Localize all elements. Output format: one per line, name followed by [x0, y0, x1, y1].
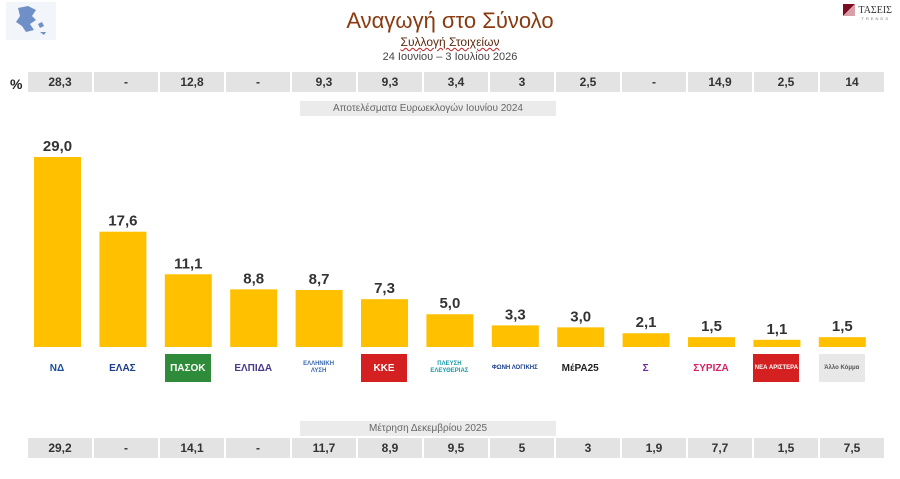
brand-name: ΤΑΣΕΙΣ — [858, 4, 892, 16]
december-2025-label: Μέτρηση Δεκεμβρίου 2025 — [300, 421, 556, 436]
bar-value-label: 1,5 — [832, 318, 853, 335]
euroelection-2024-cell: 9,3 — [358, 72, 422, 92]
bar — [688, 337, 735, 347]
mera25-logo: ΜέΡΑ25 — [557, 354, 604, 382]
elpida-logo: ΕΛΠΙΔΑ — [230, 354, 277, 382]
party-z-logo: Σ — [622, 354, 669, 382]
brand-subtitle: TRENDS — [861, 16, 890, 21]
bar — [164, 274, 212, 347]
euroelection-2024-cell: 14 — [820, 72, 884, 92]
page-subtitle: Συλλογή Στοιχείων — [400, 35, 500, 49]
december-2025-cell: 7,7 — [688, 438, 752, 458]
other-party-logo: Άλλο Κόμμα — [818, 354, 865, 382]
december-2025-cell: 9,5 — [424, 438, 488, 458]
euroelection-2024-label: Αποτελέσματα Ευρωεκλογών Ιουνίου 2024 — [300, 101, 556, 116]
euroelection-2024-cell: - — [226, 72, 290, 92]
date-range: 24 Ιουνίου – 3 Ιουλίου 2026 — [382, 51, 518, 63]
euroelection-2024-cell: 28,3 — [28, 72, 92, 92]
bar — [230, 289, 278, 347]
bar-value-label: 8,8 — [243, 270, 264, 287]
bar — [557, 327, 605, 347]
bar — [295, 290, 343, 347]
bar-value-label: 5,0 — [439, 295, 460, 312]
vote-share-bar-chart: 29,0 17,6 11,1 8,8 8,7 7,3 5,0 3,3 3,0 2,1 1,5 1,1 1… — [34, 138, 866, 347]
december-2025-cell: 3 — [556, 438, 620, 458]
bar-value-label: 1,1 — [766, 321, 787, 338]
december-2025-cell: 8,9 — [358, 438, 422, 458]
december-2025-cell: - — [226, 438, 290, 458]
december-2025-cell: 5 — [490, 438, 554, 458]
bar — [426, 314, 474, 347]
december-2025-row: 29,2-14,1-11,7 8,9 9,5 5 3 1,9 7,7 1,5 7,5 — [28, 438, 886, 458]
euroelection-2024-cell: - — [622, 72, 686, 92]
bar — [622, 333, 670, 347]
bar-value-label: 7,3 — [374, 280, 395, 297]
nd-logo: ΝΔ — [34, 354, 80, 382]
euroelection-2024-cell: - — [94, 72, 158, 92]
bar-value-label: 3,0 — [570, 308, 591, 325]
euroelection-2024-cell: 3,4 — [424, 72, 488, 92]
bar-value-label: 1,5 — [701, 318, 722, 335]
pasok-logo: ΠΑΣΟΚ — [164, 354, 211, 382]
bar-value-label: 3,3 — [505, 306, 526, 323]
december-2025-cell: 29,2 — [28, 438, 92, 458]
december-2025-cell: 1,5 — [754, 438, 818, 458]
foni-logikis-logo: ΦΩΝΗ ΛΟΓΙΚΗΣ — [491, 354, 538, 382]
percent-sign: % — [10, 76, 23, 92]
bar — [34, 157, 81, 347]
euroelection-2024-row: 28,3-12,8-9,3 9,3 3,4 3 2,5-14,9 2,5 14 — [28, 72, 886, 92]
euroelection-2024-cell: 9,3 — [292, 72, 356, 92]
euroelection-2024-cell: 3 — [490, 72, 554, 92]
bar-value-label: 29,0 — [43, 138, 72, 155]
syriza-logo: ΣΥΡΙΖΑ — [688, 354, 734, 382]
elas-logo: ΕΛΑΣ — [99, 354, 146, 382]
december-2025-cell: 7,5 — [820, 438, 884, 458]
bar-value-label: 17,6 — [108, 213, 137, 230]
december-2025-cell: 14,1 — [160, 438, 224, 458]
euroelection-2024-cell: 2,5 — [556, 72, 620, 92]
greece-map-icon — [6, 2, 56, 40]
bar-value-label: 11,1 — [174, 255, 202, 272]
bar — [491, 325, 539, 347]
december-2025-cell: 1,9 — [622, 438, 686, 458]
page-title: Αναγωγή στο Σύνολο — [346, 8, 554, 33]
elliniki-lysi-logo: ΕΛΛΗΝΙΚΗ ΛΥΣΗ — [295, 354, 342, 382]
nea-aristera-logo: ΝΕΑ ΑΡΙΣΤΕΡΑ — [753, 354, 800, 382]
kke-logo: ΚΚΕ — [361, 354, 407, 382]
bar — [753, 339, 801, 347]
brand-logo: ΤΑΣΕΙΣ — [843, 4, 892, 16]
bar — [99, 231, 147, 347]
bar-value-label: 8,7 — [309, 271, 330, 288]
bar-value-label: 2,1 — [636, 314, 657, 331]
bar — [818, 337, 866, 347]
december-2025-cell: - — [94, 438, 158, 458]
bar — [361, 299, 408, 347]
plefsi-logo: ΠΛΕΥΣΗ ΕΛΕΥΘΕΡΙΑΣ — [426, 354, 473, 382]
euroelection-2024-cell: 2,5 — [754, 72, 818, 92]
euroelection-2024-cell: 14,9 — [688, 72, 752, 92]
december-2025-cell: 11,7 — [292, 438, 356, 458]
euroelection-2024-cell: 12,8 — [160, 72, 224, 92]
brand-mark-icon — [843, 4, 856, 16]
